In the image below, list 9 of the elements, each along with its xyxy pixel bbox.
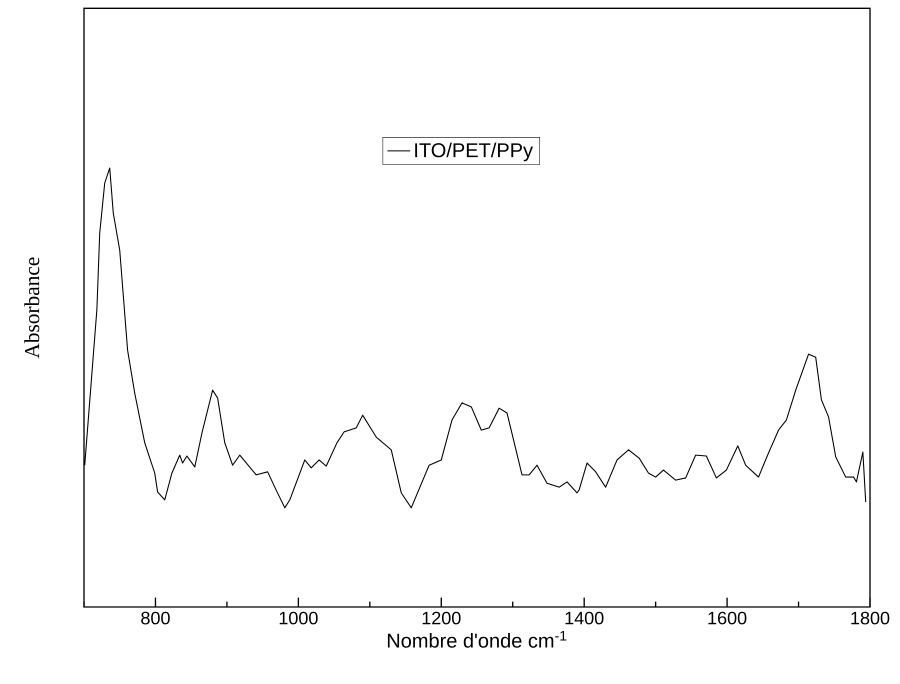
x-tick-label: 1600 xyxy=(708,612,746,624)
y-axis-title: Absorbance xyxy=(24,257,40,358)
x-tick-label: 800 xyxy=(141,612,170,624)
x-axis-title: Nombre d'onde cm$^{-1}$ xyxy=(388,630,566,648)
legend-label: ITO/PET/PPy xyxy=(415,142,533,162)
x-tick-label: 1800 xyxy=(851,612,890,624)
x-tick-label: 1400 xyxy=(566,612,604,624)
x-tick-label: 1000 xyxy=(280,612,318,624)
x-tick-label: 1200 xyxy=(422,612,461,624)
